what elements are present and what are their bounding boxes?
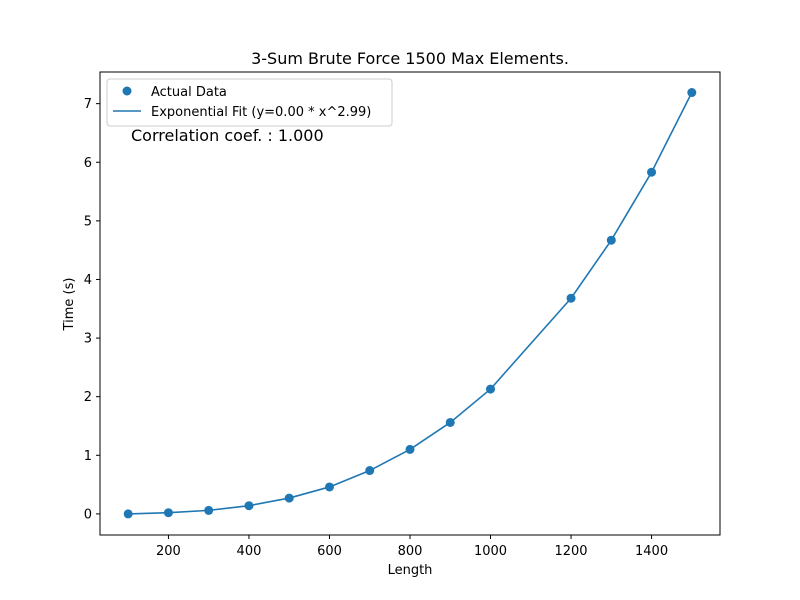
data-point (647, 167, 657, 177)
data-point (687, 88, 697, 98)
y-tick-label: 2 (84, 390, 92, 405)
data-point (204, 505, 214, 515)
y-tick-label: 0 (84, 507, 92, 522)
legend: Actual Data Exponential Fit (y=0.00 * x^… (106, 78, 393, 127)
correlation-annotation: Correlation coef. : 1.000 (131, 126, 324, 145)
data-point (163, 508, 173, 518)
x-tick-label: 1400 (635, 544, 668, 559)
data-point (123, 509, 133, 519)
y-tick-label: 4 (84, 273, 92, 288)
data-point (566, 293, 576, 303)
legend-marker-actual-data (122, 86, 132, 96)
data-point (405, 444, 415, 454)
y-tick-label: 1 (84, 449, 92, 464)
data-point (284, 493, 294, 503)
legend-label-actual-data: Actual Data (151, 85, 227, 100)
data-point (486, 384, 496, 394)
x-tick-label: 1200 (554, 544, 587, 559)
data-point (606, 235, 616, 245)
chart-title: 3-Sum Brute Force 1500 Max Elements. (251, 49, 569, 68)
y-axis-ticks: 0 1 2 3 4 5 6 7 (84, 97, 100, 522)
data-point (365, 466, 375, 476)
y-axis-label: Time (s) (62, 278, 77, 332)
fit-line (128, 92, 693, 515)
x-tick-label: 400 (237, 544, 262, 559)
x-tick-label: 200 (156, 544, 181, 559)
y-tick-label: 7 (84, 97, 92, 112)
x-tick-label: 800 (398, 544, 423, 559)
data-point (445, 417, 455, 427)
y-tick-label: 6 (84, 156, 92, 171)
legend-label-exponential-fit: Exponential Fit (y=0.00 * x^2.99) (151, 105, 371, 120)
data-point (324, 482, 334, 492)
y-tick-label: 5 (84, 214, 92, 229)
x-axis-label: Length (388, 563, 433, 578)
x-tick-label: 1000 (474, 544, 507, 559)
x-tick-label: 600 (317, 544, 342, 559)
x-axis-ticks: 200 400 600 800 1000 1200 1400 (156, 535, 668, 559)
y-tick-label: 3 (84, 332, 92, 347)
data-point (244, 501, 254, 511)
series-layer (123, 88, 697, 519)
legend-box (106, 78, 393, 127)
